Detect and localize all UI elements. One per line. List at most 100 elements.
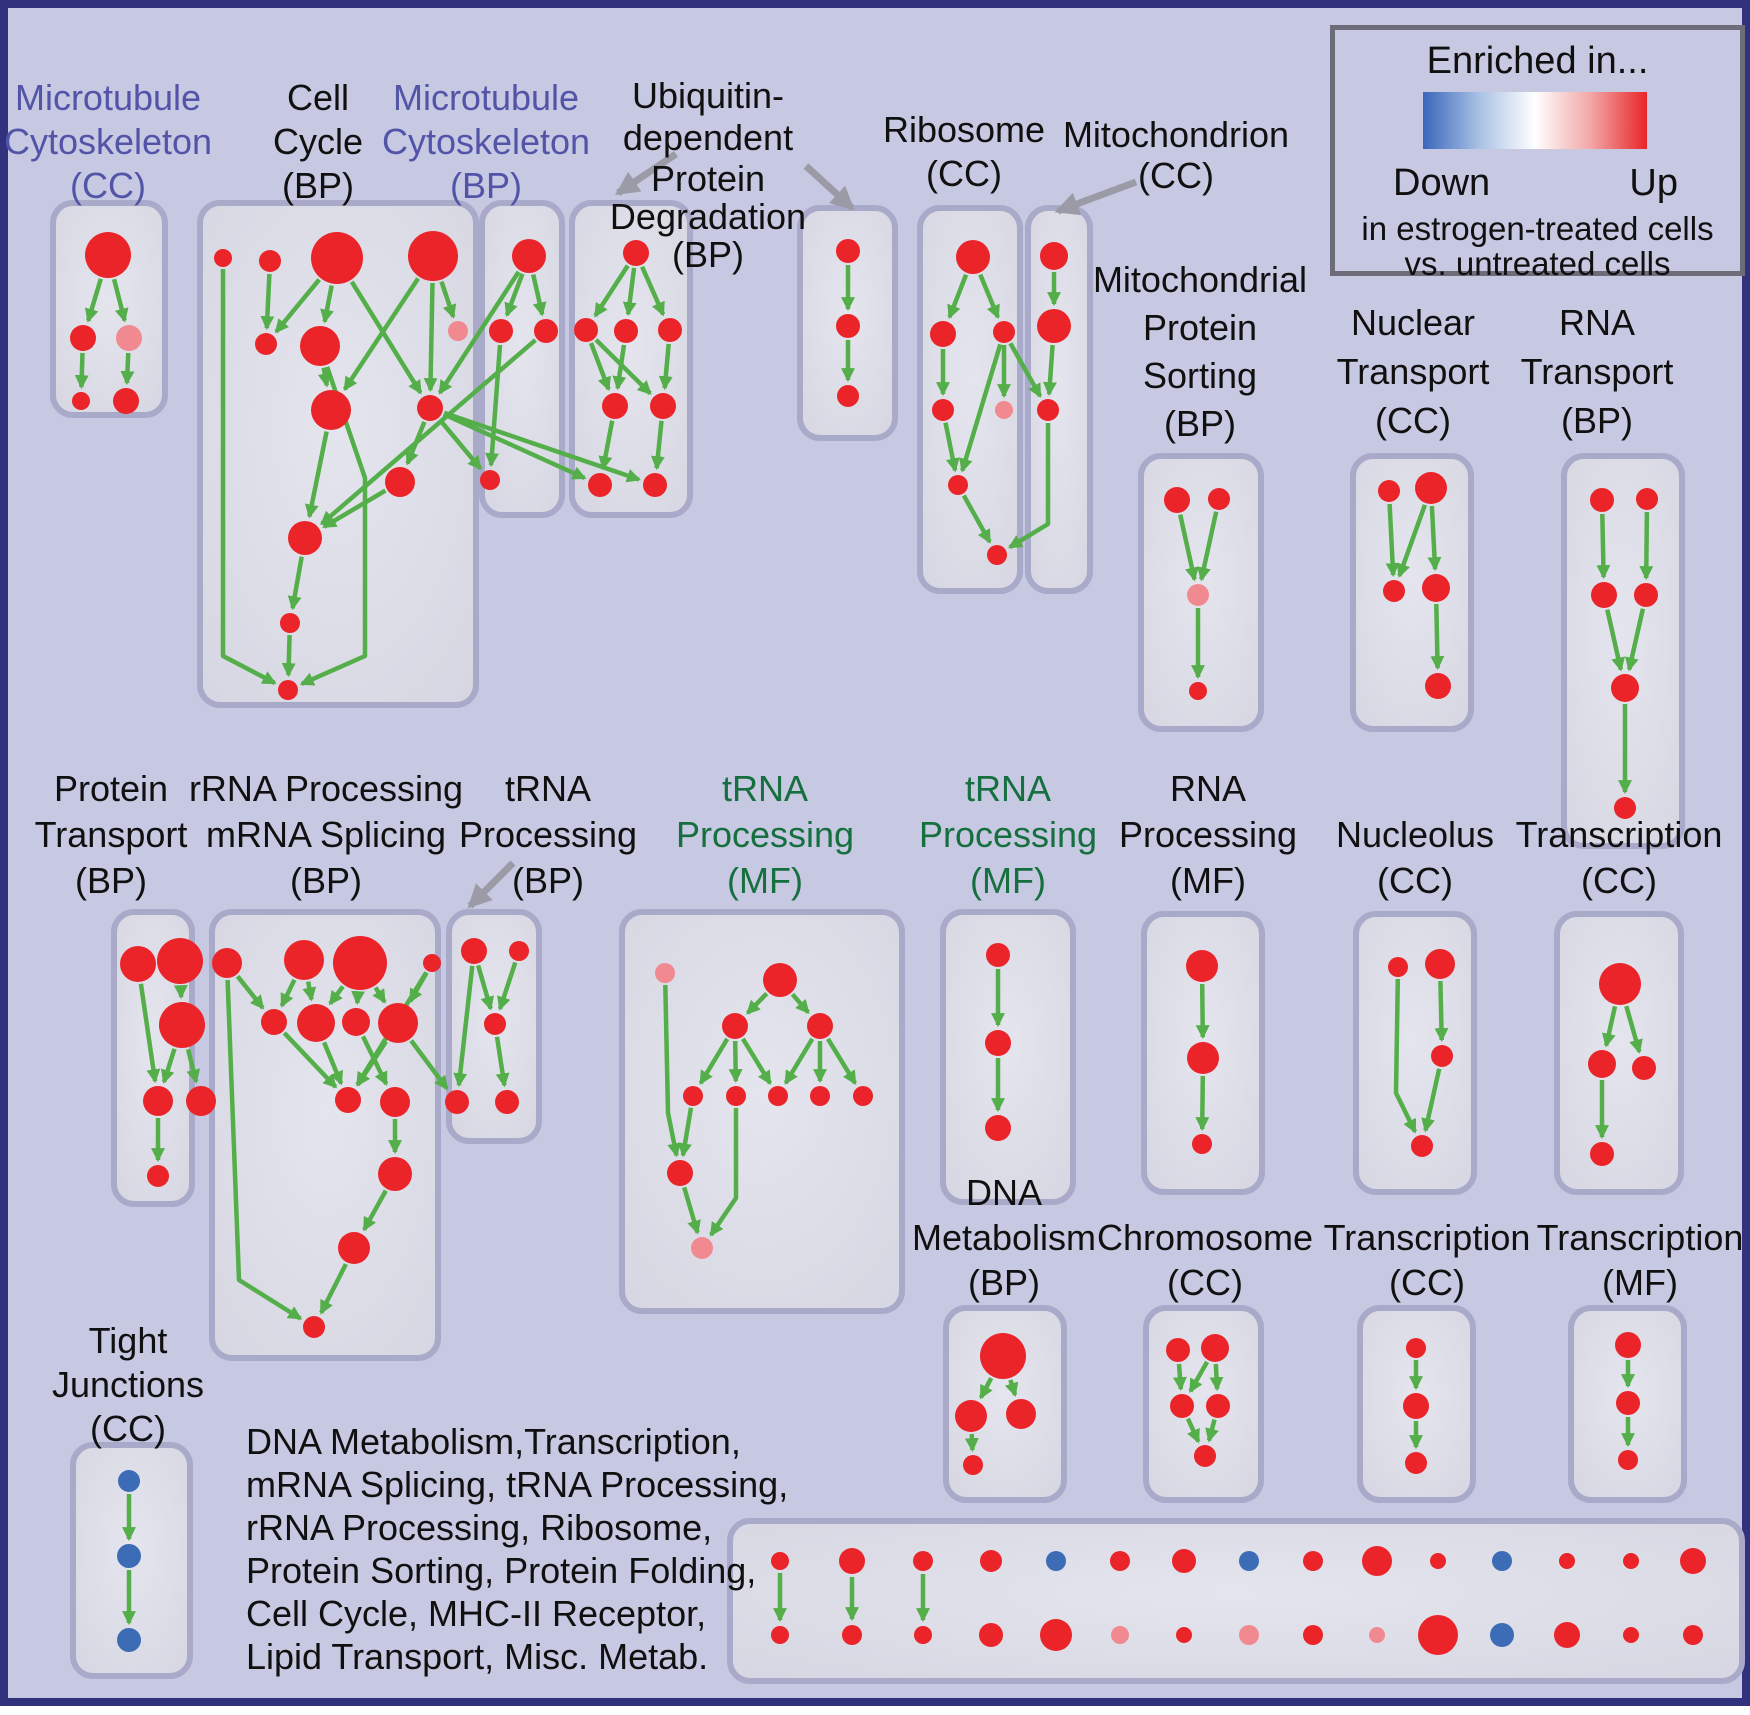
edge-v1-v3 bbox=[485, 344, 503, 468]
misc-grid-top-node-4 bbox=[1046, 1551, 1066, 1571]
go-term-node-tj0 bbox=[118, 1470, 140, 1492]
edge-j1-j3 bbox=[1639, 511, 1654, 581]
label-mitochondrial-protein-sorting-bp-line3: Sorting bbox=[1142, 355, 1258, 396]
go-term-node-u4 bbox=[602, 393, 628, 419]
label-trna-processing-mf-large-line3: (MF) bbox=[727, 860, 803, 901]
misc-grid-bottom-node-1 bbox=[842, 1625, 862, 1645]
edge-v0-v1 bbox=[504, 273, 525, 318]
label-mitochondrial-protein-sorting-bp-line4: (BP) bbox=[1164, 403, 1236, 444]
label-ubiquitin-dependent-protein-degradation-bp-line2: dependent bbox=[622, 117, 794, 158]
edge-M1-M2 bbox=[1042, 344, 1057, 397]
go-term-node-p4 bbox=[186, 1086, 216, 1116]
edge-u3-u5 bbox=[658, 343, 673, 391]
nodes bbox=[70, 231, 1658, 1652]
label-ubiquitin-dependent-protein-degradation-bp-line3: Protein bbox=[650, 158, 766, 199]
label-mitochondrion-cc-line1: Mitochondrion bbox=[1062, 114, 1290, 155]
edge-m2-f0 bbox=[698, 1037, 730, 1085]
go-term-node-ch3 bbox=[1206, 1394, 1230, 1418]
edge-ch1-ch3 bbox=[1209, 1363, 1224, 1392]
edge-r11-r12 bbox=[319, 1263, 348, 1315]
label-rna-processing-mf-line3: (MF) bbox=[1170, 860, 1246, 901]
edge-c2-c4 bbox=[274, 278, 321, 334]
go-term-node-j2 bbox=[1591, 582, 1617, 608]
go-term-node-r6 bbox=[342, 1008, 370, 1036]
edge-j0-j2 bbox=[1596, 513, 1611, 580]
label-trna-processing-mf-small-line3: (MF) bbox=[970, 860, 1046, 901]
go-term-node-t3 bbox=[445, 1090, 469, 1114]
go-term-node-r3 bbox=[423, 954, 441, 972]
go-term-node-M2 bbox=[1037, 399, 1059, 421]
go-term-node-h3 bbox=[1590, 1142, 1614, 1166]
edge-u1-u4 bbox=[588, 342, 611, 392]
go-term-node-p0 bbox=[120, 946, 156, 982]
go-term-node-M0 bbox=[1040, 242, 1068, 270]
go-term-node-u1 bbox=[574, 318, 598, 342]
go-term-node-d2 bbox=[1006, 1399, 1036, 1429]
edge-r10-r11 bbox=[362, 1189, 388, 1232]
network-graph bbox=[50, 151, 1745, 1684]
go-term-node-c5 bbox=[300, 326, 340, 366]
go-term-node-t4 bbox=[495, 1090, 519, 1114]
misc-grid-bottom-node-6 bbox=[1176, 1627, 1192, 1643]
go-term-node-r5 bbox=[297, 1004, 335, 1042]
edge-d0-d2 bbox=[1004, 1379, 1019, 1397]
legend: Enriched in... Down Up in estrogen-treat… bbox=[1330, 25, 1745, 282]
edge-c9-c10 bbox=[287, 556, 304, 611]
misc-grid-bottom-node-13 bbox=[1623, 1627, 1639, 1643]
edge-a0-a1 bbox=[84, 278, 103, 323]
label-cell-cycle-bp-line1: Cell bbox=[286, 77, 350, 118]
label-mitochondrion-cc-line2: (CC) bbox=[1138, 155, 1214, 196]
go-term-node-j5 bbox=[1614, 797, 1636, 819]
go-term-node-q1 bbox=[1187, 1042, 1219, 1074]
cluster-box-rrna bbox=[209, 909, 441, 1361]
go-term-node-u2 bbox=[614, 319, 638, 343]
go-term-node-v3 bbox=[480, 470, 500, 490]
label-rna-transport-bp-line2: Transport bbox=[1520, 351, 1674, 392]
ubiquitin-label-arrow-right-icon bbox=[803, 163, 855, 211]
edge-q1-q2 bbox=[1195, 1075, 1210, 1132]
go-term-node-r12 bbox=[303, 1316, 325, 1338]
edge-r2-r7 bbox=[372, 986, 387, 1004]
edge-nt1-nt2 bbox=[1396, 504, 1428, 578]
go-term-node-c0 bbox=[214, 249, 232, 267]
go-term-node-m6 bbox=[667, 1160, 693, 1186]
edge-r0-r4 bbox=[235, 974, 265, 1010]
misc-note-line3: rRNA Processing, Ribosome, bbox=[246, 1507, 713, 1548]
cluster-box-trnamf-small bbox=[940, 909, 1076, 1205]
label-ubiquitin-dependent-protein-degradation-bp-line5: (BP) bbox=[672, 234, 744, 275]
label-chromosome-cc-line1: Chromosome bbox=[1096, 1217, 1314, 1258]
go-term-node-r1 bbox=[284, 940, 324, 980]
edge-c0-c11 bbox=[220, 269, 277, 685]
edge-c8-u6 bbox=[442, 412, 587, 481]
go-term-node-ch0 bbox=[1166, 1338, 1190, 1362]
go-term-node-v2 bbox=[534, 319, 558, 343]
edge-m2-f2 bbox=[740, 1037, 773, 1085]
go-term-node-r4 bbox=[261, 1009, 287, 1035]
misc-grid-bottom-node-0 bbox=[771, 1626, 789, 1644]
edge-t0-t2 bbox=[475, 964, 495, 1011]
go-term-node-b0 bbox=[956, 240, 990, 274]
edge-r2-r5 bbox=[328, 985, 345, 1006]
misc-grid-bottom-node-14 bbox=[1683, 1625, 1703, 1645]
cluster-box-transcriptioncc1 bbox=[1554, 911, 1684, 1195]
go-term-node-ms3 bbox=[1189, 682, 1207, 700]
label-ubiquitin-dependent-protein-degradation-bp-line1: Ubiquitin- bbox=[631, 75, 785, 116]
label-transcription-cc-lower-line1: Transcription bbox=[1323, 1217, 1531, 1258]
edge-v0-v2 bbox=[531, 274, 547, 317]
edge-f1-m7 bbox=[709, 1108, 739, 1237]
misc-note-line2: mRNA Splicing, tRNA Processing, bbox=[246, 1464, 789, 1505]
go-term-node-nt0 bbox=[1378, 480, 1400, 502]
go-term-node-d3 bbox=[963, 1455, 983, 1475]
go-term-node-r7 bbox=[378, 1003, 418, 1043]
edge-b0-b1 bbox=[947, 273, 969, 320]
edge-j2-j4 bbox=[1605, 609, 1625, 672]
go-term-node-a1 bbox=[70, 325, 96, 351]
edge-d0-d1 bbox=[978, 1377, 994, 1400]
label-tight-junctions-cc-line3: (CC) bbox=[90, 1408, 166, 1449]
misc-grid-top-node-12 bbox=[1559, 1553, 1575, 1569]
go-term-node-tj2 bbox=[117, 1628, 141, 1652]
edge-c5-c6 bbox=[317, 367, 332, 388]
go-term-node-j3 bbox=[1634, 583, 1658, 607]
label-rna-transport-bp-line1: RNA bbox=[1558, 302, 1636, 343]
